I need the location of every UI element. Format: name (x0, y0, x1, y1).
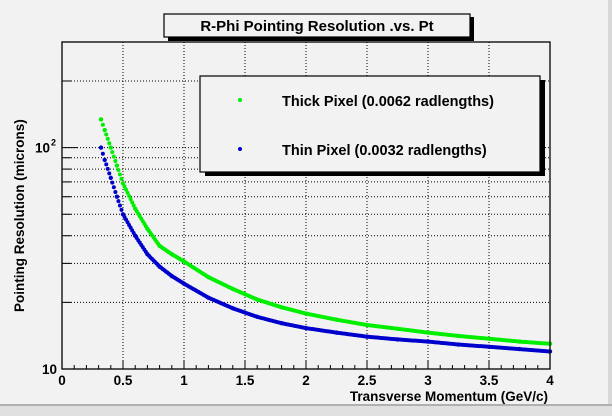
curve-marker (156, 241, 161, 246)
curve-marker (105, 136, 110, 141)
title-box (163, 13, 471, 38)
curve-marker (104, 162, 109, 167)
legend-label-thin: Thin Pixel (0.0032 radlengths) (282, 143, 487, 159)
curve-marker (277, 304, 282, 309)
x-tick-label: 1.5 (236, 373, 255, 388)
curve-marker (125, 190, 130, 195)
curve-marker (117, 203, 122, 208)
curve-marker (515, 346, 520, 351)
curve-marker (363, 334, 368, 339)
curve-marker (180, 280, 185, 285)
series-thin-pixel (98, 145, 553, 354)
y-axis-label: Pointing Resolution (microns) (12, 119, 27, 312)
curve-marker (454, 333, 459, 338)
curve-marker (424, 339, 429, 344)
data-point (114, 163, 120, 168)
curve-marker (204, 294, 209, 299)
curve-marker (110, 180, 115, 185)
data-point (98, 117, 104, 122)
data-series (98, 117, 553, 354)
x-tick-label: 3 (424, 373, 432, 388)
curve-marker (131, 203, 136, 208)
x-tick-label: 0 (58, 373, 66, 388)
data-point (108, 175, 114, 181)
data-point (102, 157, 107, 163)
curve-marker (113, 190, 118, 195)
curve-marker (107, 141, 112, 146)
data-point (114, 194, 120, 199)
curve-marker (229, 286, 234, 291)
data-point (98, 145, 104, 150)
curve-marker (253, 314, 258, 319)
curve-marker (127, 193, 132, 198)
curve-marker (111, 154, 116, 159)
series-thick-pixel (98, 117, 553, 346)
window-border-right (608, 0, 612, 414)
curve-marker (111, 185, 116, 190)
curve-marker (104, 132, 109, 137)
curve-marker (515, 339, 520, 344)
legend-marker-thick (238, 98, 242, 102)
curve-marker (117, 172, 122, 177)
curve-marker (105, 166, 110, 171)
curve-marker (485, 344, 490, 349)
y-tick-label: 10 (42, 362, 57, 377)
legend-label-thick: Thick Pixel (0.0062 radlengths) (282, 94, 494, 110)
curve-marker (143, 224, 148, 229)
curve-marker (277, 320, 282, 325)
x-tick-label: 0.5 (114, 373, 133, 388)
data-point (120, 181, 126, 186)
curve-marker (119, 176, 124, 181)
curve-marker (302, 311, 307, 316)
curve-marker (393, 337, 398, 342)
curve-marker (128, 197, 133, 202)
curve-marker (100, 151, 105, 156)
curve-marker (332, 317, 337, 322)
curve-marker (116, 167, 121, 172)
curve-marker (107, 171, 112, 176)
curve-marker (424, 330, 429, 335)
curve-marker (130, 200, 135, 205)
curve-marker (180, 258, 185, 263)
x-tick-label: 3.5 (480, 373, 499, 388)
window-border-bottom (0, 404, 612, 416)
legend-marker-thin (238, 147, 242, 151)
x-tick-label: 2.5 (358, 373, 377, 388)
x-axis-label: Transverse Momentum (GeV/c) (350, 389, 548, 404)
curve-marker (332, 330, 337, 335)
y-tick-exponent: 2 (51, 138, 56, 148)
x-tick-label: 2 (302, 373, 310, 388)
y-tick-label: 10 (35, 141, 50, 156)
curve-marker (204, 274, 209, 279)
legend-box (199, 75, 541, 173)
curve-marker (116, 199, 121, 204)
curve-marker (156, 263, 161, 268)
curve-marker (302, 325, 307, 330)
data-point (102, 127, 107, 133)
curve-marker (168, 272, 173, 277)
curve-marker (485, 336, 490, 341)
curve-marker (100, 122, 105, 127)
curve-marker (131, 231, 136, 236)
curve-marker (454, 342, 459, 347)
curve-marker (110, 150, 115, 155)
curve-marker (113, 159, 118, 164)
data-point (108, 145, 114, 150)
curve-marker (393, 326, 398, 331)
curve-marker (119, 207, 124, 212)
chart-title: R-Phi Pointing Resolution .vs. Pt (200, 18, 433, 35)
x-tick-label: 1 (180, 373, 188, 388)
x-tick-label: 4 (546, 373, 554, 388)
curve-marker (124, 187, 129, 192)
curve-marker (143, 249, 148, 254)
curve-marker (122, 184, 127, 189)
curve-marker (168, 251, 173, 256)
curve-marker (229, 305, 234, 310)
curve-marker (253, 296, 258, 301)
curve-marker (363, 322, 368, 327)
